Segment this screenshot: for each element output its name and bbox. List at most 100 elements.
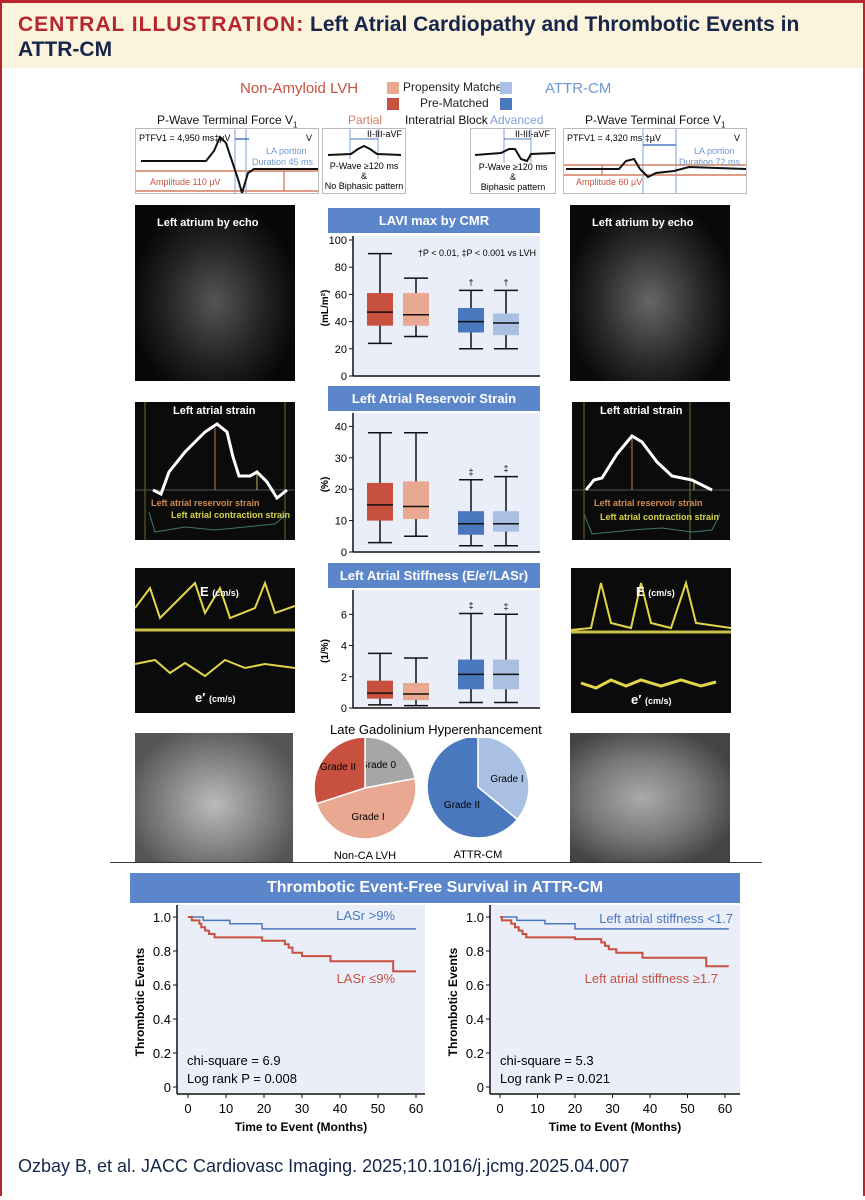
echo-right-label: Left atrium by echo [592, 217, 694, 229]
x-tick-label: 40 [333, 1101, 347, 1116]
la-portion-right: LA portion [694, 146, 735, 156]
swatch-lvh-pre [387, 98, 399, 110]
significance-mark: † [468, 277, 473, 287]
echo-image-right: Left atrium by echo [570, 205, 730, 381]
title-lead: CENTRAL ILLUSTRATION: [18, 13, 305, 36]
doppler-right-e: e′ (cm/s) [631, 692, 672, 707]
significance-mark: ‡ [503, 464, 508, 474]
km-curve [188, 916, 416, 930]
lead-left: V [306, 133, 313, 143]
pie-slice-label: Grade II [444, 800, 480, 811]
iab-advanced-label: Advanced [490, 113, 544, 127]
y-tick-label: 0.4 [466, 1012, 484, 1027]
x-tick-label: 0 [184, 1101, 191, 1116]
pie-slice [477, 738, 530, 821]
ecg-partial-trace [327, 129, 402, 159]
legend-lvh: Non-Amyloid LVH [240, 80, 359, 97]
doppler-right-E: E (cm/s) [636, 584, 675, 599]
box-iqr [403, 293, 429, 326]
swatch-lvh-psm [387, 82, 399, 94]
log-rank-stat: Log rank P = 0.008 [187, 1071, 297, 1086]
pie-group-label: ATTR-CM [454, 849, 503, 861]
y-tick-label: 0.2 [153, 1046, 171, 1061]
ptf-right-value: PTFV1 = 4,320 ms ‡µV [567, 133, 661, 143]
y-tick-label: 0.2 [466, 1046, 484, 1061]
y-tick-label: 40 [335, 317, 347, 329]
y-axis-label: (1/%) [320, 639, 331, 663]
lead-right: V [734, 133, 741, 143]
x-tick-label: 10 [219, 1101, 233, 1116]
ecg-right-trace [564, 129, 747, 193]
y-axis-label: (mL/m²) [320, 290, 331, 327]
doppler-left-e: e′ (cm/s) [195, 690, 236, 705]
y-tick-label: 0.4 [153, 1012, 171, 1027]
x-tick-label: 30 [605, 1101, 619, 1116]
chi-square-stat: chi-square = 5.3 [500, 1053, 594, 1068]
pie-slice-label: Grade II [320, 762, 356, 773]
pie-slice [426, 738, 519, 839]
box-iqr [367, 680, 393, 699]
citation-footer: Ozbay B, et al. JACC Cardiovasc Imaging.… [18, 1156, 630, 1176]
y-tick-label: 20 [335, 344, 347, 356]
box-iqr [367, 293, 393, 326]
iab-advanced-panel: II-III-aVF P-Wave ≥120 ms & Biphasic patte… [470, 128, 556, 194]
legend-pre: Pre-Matched [420, 96, 489, 110]
significance-mark: ‡ [468, 601, 473, 611]
pie-slice [315, 777, 417, 840]
km-lasr-chart: 0 0.2 0.4 0.6 0.8 1.0 0 10 20 30 40 50 60 Time to Eve… [133, 905, 425, 1134]
ptf-right-title: P-Wave Terminal Force V1 [585, 113, 726, 130]
strain-curve-left [135, 402, 295, 540]
ptf-right-panel: PTFV1 = 4,320 ms ‡µV V LA portion Durati… [563, 128, 747, 194]
iab-advanced-leads: II-III-aVF [515, 129, 551, 139]
pie-slice-label: Grade I [351, 812, 384, 823]
y-tick-label: 80 [335, 262, 347, 274]
y-tick-label: 6 [341, 609, 347, 621]
y-tick-label: 0 [164, 1080, 171, 1095]
significance-mark: ‡ [468, 467, 473, 477]
strain-right-title: Left atrial strain [600, 405, 683, 417]
y-tick-label: 0 [341, 703, 347, 714]
y-axis-label: (%) [320, 477, 331, 493]
swatch-attr-pre [500, 98, 512, 110]
x-tick-label: 20 [257, 1101, 271, 1116]
y-tick-label: 40 [335, 421, 347, 433]
iab-advanced-criteria: P-Wave ≥120 ms & Biphasic pattern [478, 162, 548, 192]
y-tick-label: 10 [335, 516, 347, 528]
section-divider [110, 862, 762, 863]
strain-image-right: Left atrial strain Left atrial reservoir… [572, 402, 730, 540]
km-series-label: LASr >9% [336, 908, 395, 923]
x-tick-label: 0 [496, 1101, 503, 1116]
x-tick-label: 10 [530, 1101, 544, 1116]
strain-right-reservoir: Left atrial reservoir strain [594, 498, 703, 508]
km-series-label: LASr ≤9% [337, 971, 396, 986]
swatch-attr-psm [500, 82, 512, 94]
y-tick-label: 2 [341, 672, 347, 684]
box-iqr [403, 481, 429, 520]
km-stiffness-chart: 0 0.2 0.4 0.6 0.8 1.0 0 10 20 30 40 50 60 Time to Eve… [446, 905, 740, 1134]
iab-partial-panel: II-III-aVF P-Wave ≥120 ms & No Biphasic pa… [322, 128, 406, 194]
log-rank-stat: Log rank P = 0.021 [500, 1071, 610, 1086]
km-curve [188, 916, 416, 973]
km-series-label: Left atrial stiffness <1.7 [599, 911, 733, 926]
significance-mark: ‡ [503, 601, 508, 611]
echo-left-label: Left atrium by echo [157, 217, 259, 229]
strain-image-left: Left atrial strain Left atrial reservoir… [135, 402, 295, 540]
echo-image-left: Left atrium by echo [135, 205, 295, 381]
x-tick-label: 60 [409, 1101, 423, 1116]
doppler-trace-left [135, 580, 295, 678]
legend-psm: Propensity Matched [403, 80, 510, 94]
lasr-title: Left Atrial Reservoir Strain [328, 386, 540, 411]
lavi-boxplot: 0 20 40 60 80 100 (mL/m²) †P < 0.01, ‡P < 0.001… [320, 236, 540, 382]
y-tick-label: 0.6 [153, 978, 171, 993]
x-tick-label: 20 [568, 1101, 582, 1116]
stiffness-boxplot: 0 2 4 6 (1/%) ‡ ‡ [320, 590, 540, 714]
amplitude-right: Amplitude 60 µV [576, 177, 643, 187]
iab-label: Interatrial Block [405, 113, 488, 127]
title-text: Left Atrial Cardiopathy and Thrombotic E… [18, 13, 800, 61]
x-tick-label: 40 [643, 1101, 657, 1116]
pie-slice-label: Grade 0 [360, 760, 397, 771]
y-axis-label: Thrombotic Events [446, 947, 460, 1056]
significance-note: †P < 0.01, ‡P < 0.001 vs LVH [418, 248, 536, 258]
x-tick-label: 50 [680, 1101, 694, 1116]
